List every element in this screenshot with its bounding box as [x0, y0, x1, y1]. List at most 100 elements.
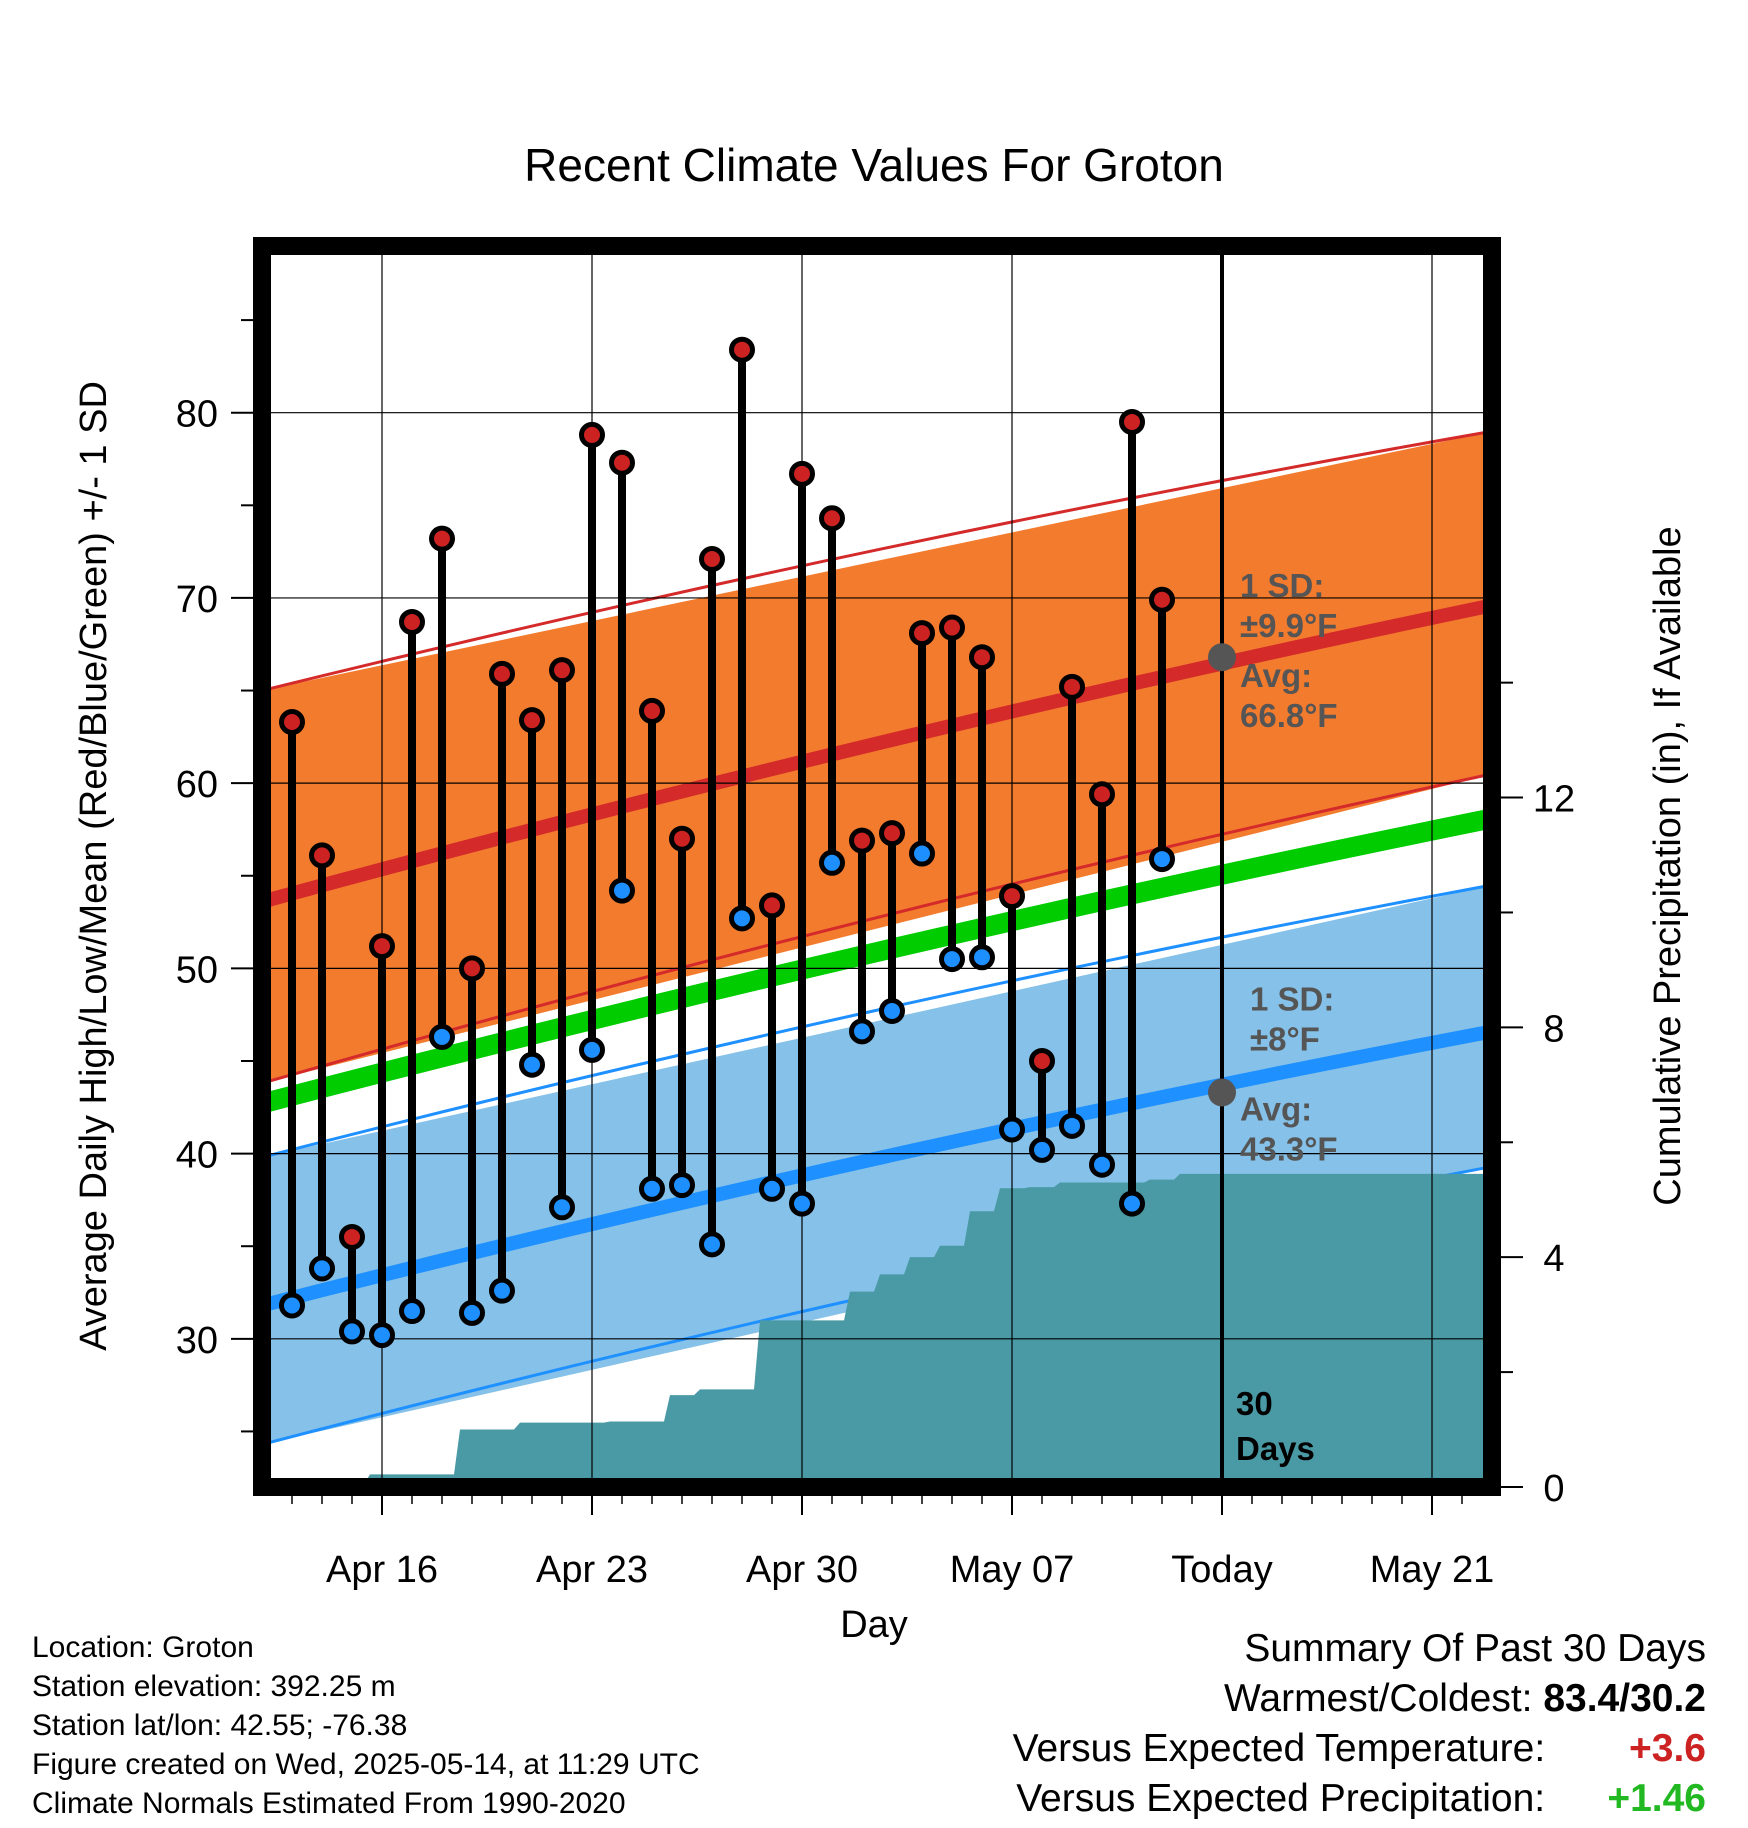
high-temp-point [279, 709, 305, 736]
high-sd-label: 1 SD: [1240, 567, 1324, 604]
precip-row: Versus Expected Precipitation: +1.46 [1013, 1774, 1706, 1824]
low-temp-point [789, 1190, 815, 1217]
low-temp-point [999, 1116, 1025, 1143]
low-temp-point [1119, 1190, 1145, 1217]
temp-label: Versus Expected Temperature: [1012, 1727, 1546, 1770]
low-temp-point [339, 1318, 365, 1345]
y-axis-label: Average Daily High/Low/Mean (Red/Blue/Gr… [73, 381, 115, 1351]
days-word-label: Days [1236, 1430, 1315, 1467]
low-temp-point [279, 1292, 305, 1319]
low-temp-point [579, 1036, 605, 1063]
low-sd-label: 1 SD: [1250, 980, 1334, 1017]
high-temp-point [669, 825, 695, 852]
high-temp-point [519, 707, 545, 734]
low-sd-value: ±8°F [1250, 1020, 1320, 1057]
y2-tick-label: 4 [1543, 1238, 1564, 1280]
low-temp-point [519, 1051, 545, 1078]
precipitation-area [274, 1173, 1516, 1487]
high-temp-point [879, 820, 905, 847]
low-temp-point [909, 840, 935, 867]
high-temp-point [789, 460, 815, 487]
low-temp-point [759, 1175, 785, 1202]
low-temp-point [429, 1023, 455, 1050]
y-tick-label: 40 [176, 1135, 218, 1177]
low-temp-point [1029, 1136, 1055, 1163]
high-avg-marker [1208, 643, 1236, 672]
summary-title: Summary Of Past 30 Days [1244, 1627, 1706, 1670]
temp-row: Versus Expected Temperature: +3.6 [1013, 1724, 1706, 1774]
high-temp-point [1059, 673, 1085, 700]
low-temp-point [1089, 1151, 1115, 1178]
summary-panel: Summary Of Past 30 Days Warmest/Coldest:… [1013, 1624, 1706, 1824]
y-tick-label: 30 [176, 1320, 218, 1362]
chart-title: Recent Climate Values For Groton [524, 139, 1224, 191]
high-temp-point [579, 421, 605, 448]
low-temp-point [549, 1194, 575, 1221]
low-temp-point [669, 1172, 695, 1199]
high-temp-point [759, 892, 785, 919]
high-temp-point [429, 525, 455, 552]
high-temp-point [609, 449, 635, 476]
high-temp-point [699, 546, 725, 573]
high-temp-point [459, 955, 485, 982]
y2-axis-label: Cumulative Precipitation (in), If Availa… [1647, 526, 1689, 1205]
high-temp-point [399, 609, 425, 636]
low-temp-point [369, 1322, 395, 1349]
low-temp-point [699, 1231, 725, 1258]
low-temp-point [969, 944, 995, 971]
high-temp-point [849, 827, 875, 854]
y2-tick-label: 0 [1543, 1468, 1564, 1510]
high-temp-point [1119, 408, 1145, 435]
precip-value: +1.46 [1607, 1777, 1706, 1820]
station-info: Location: Groton Station elevation: 392.… [32, 1628, 700, 1823]
low-temp-point [939, 946, 965, 973]
low-temp-point [819, 849, 845, 876]
low-temp-point [459, 1299, 485, 1326]
high-temp-point [369, 933, 395, 960]
y2-tick-label: 8 [1543, 1008, 1564, 1050]
low-avg-marker [1208, 1078, 1236, 1107]
low-temp-point [1149, 846, 1175, 873]
high-avg-value: 66.8°F [1240, 697, 1338, 734]
high-temp-point [1029, 1047, 1055, 1074]
low-temp-point [729, 905, 755, 932]
high-temp-point [999, 883, 1025, 910]
low-avg-value: 43.3°F [1240, 1130, 1338, 1167]
high-temp-point [969, 644, 995, 671]
x-tick-label: Today [1171, 1549, 1272, 1591]
high-temp-point [489, 660, 515, 687]
mean-normal-line [259, 808, 1494, 1114]
high-temp-point [819, 505, 845, 532]
plot-frame [253, 237, 1501, 1496]
high-temp-point [339, 1223, 365, 1250]
low-avg-label: Avg: [1240, 1090, 1312, 1127]
created-text: Figure created on Wed, 2025-05-14, at 11… [32, 1748, 700, 1781]
high-sd-value: ±9.9°F [1240, 607, 1337, 644]
y-tick-label: 60 [176, 764, 218, 806]
y-tick-label: 70 [176, 579, 218, 621]
low-temp-point [399, 1298, 425, 1325]
location-text: Location: Groton [32, 1631, 254, 1664]
low-temp-point [309, 1255, 335, 1282]
y-tick-label: 80 [176, 394, 218, 436]
x-axis-label: Day [840, 1604, 908, 1646]
x-tick-label: Apr 30 [746, 1549, 858, 1591]
high-temp-point [939, 614, 965, 641]
latlon-text: Station lat/lon: 42.55; -76.38 [32, 1709, 408, 1742]
x-tick-label: May 21 [1370, 1549, 1495, 1591]
precip-label: Versus Expected Precipitation: [1016, 1777, 1546, 1820]
low-temp-point [879, 997, 905, 1024]
low-temp-point [609, 877, 635, 904]
y2-tick-label: 12 [1533, 779, 1575, 821]
warmest-value: 83.4/30.2 [1543, 1677, 1706, 1720]
high-avg-label: Avg: [1240, 657, 1312, 694]
temp-value: +3.6 [1629, 1727, 1706, 1770]
high-temp-point [639, 697, 665, 724]
x-tick-label: May 07 [950, 1549, 1075, 1591]
low-temp-point [489, 1277, 515, 1304]
low-normal-line [260, 1024, 1494, 1313]
low-upper-edge [261, 883, 1493, 1159]
low-temp-point [639, 1175, 665, 1202]
high-temp-point [909, 620, 935, 647]
